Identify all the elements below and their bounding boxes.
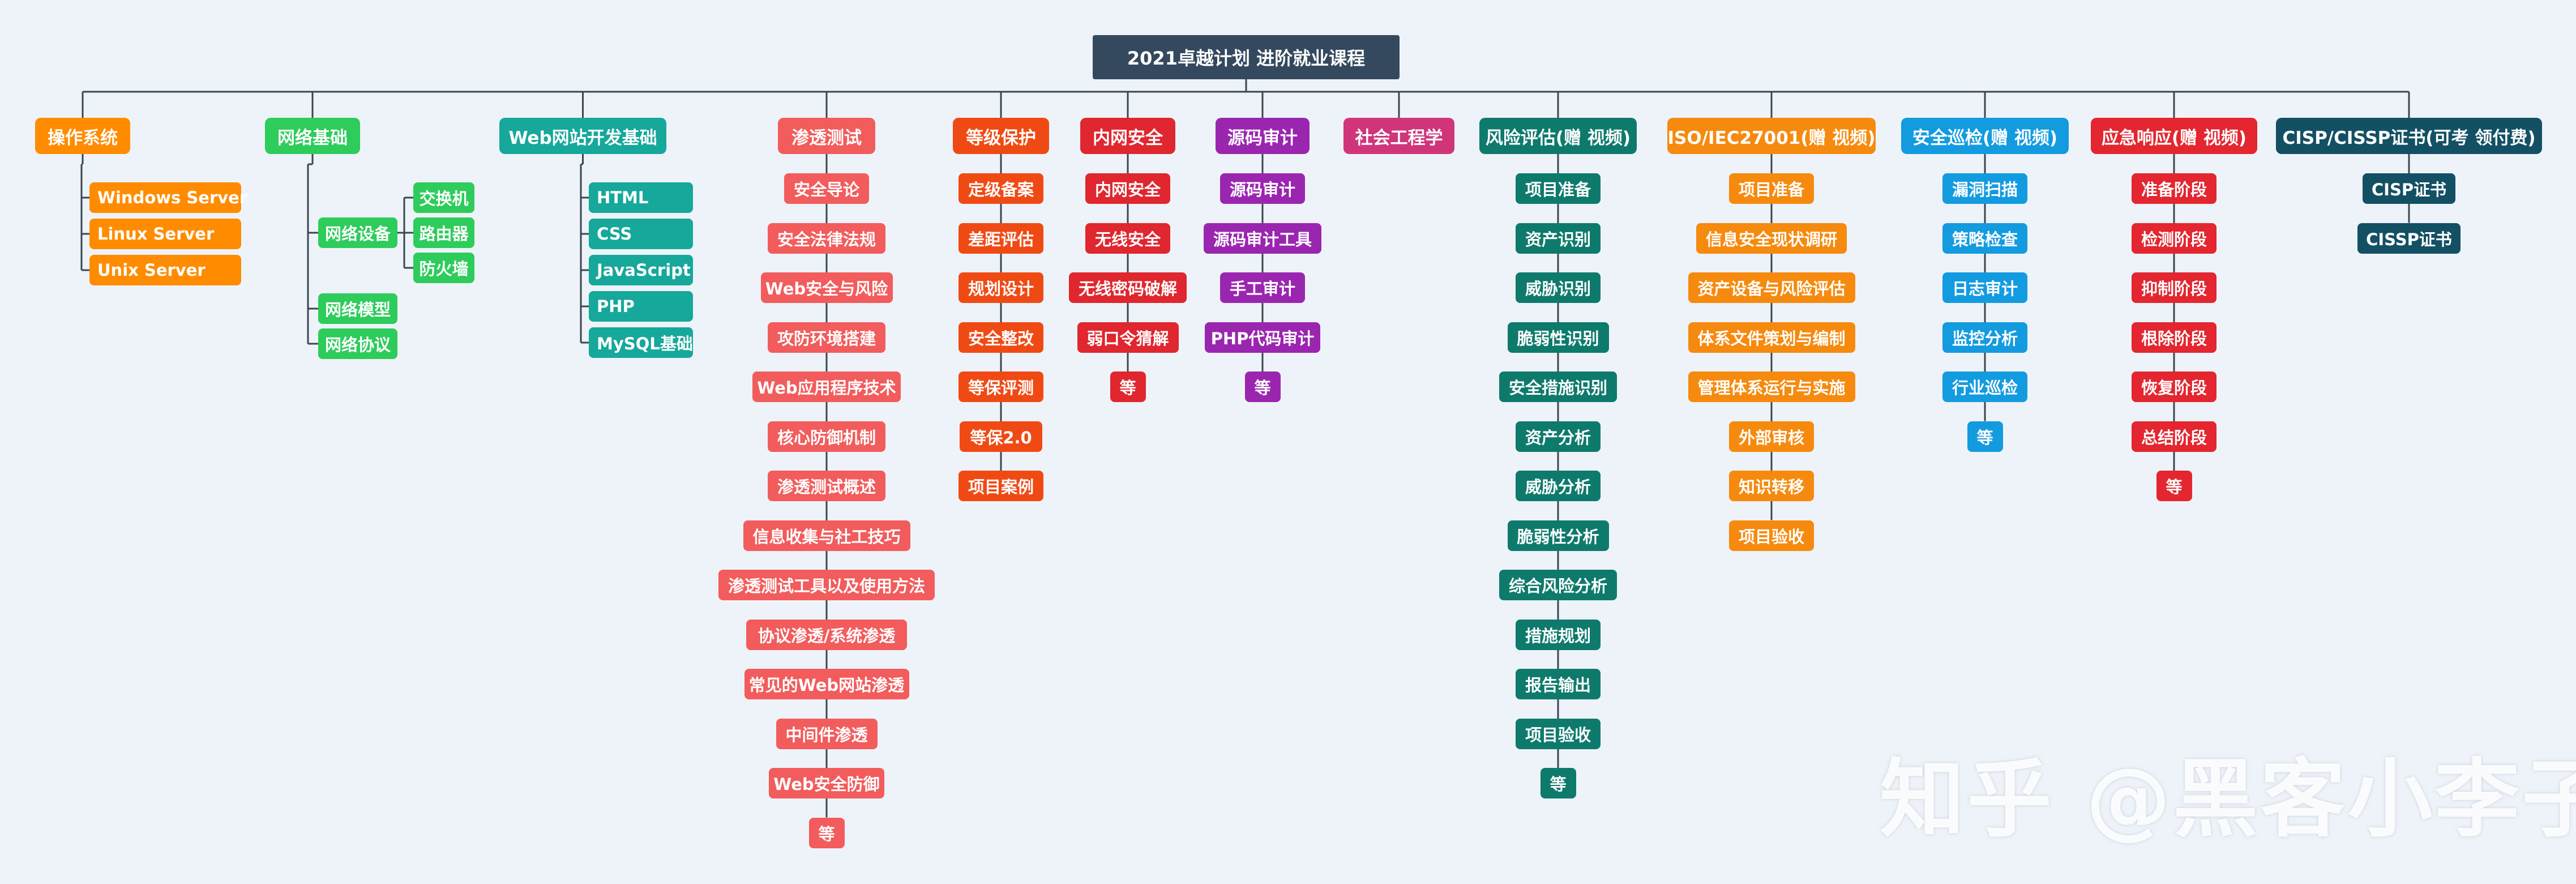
risk-item[interactable]: 脆弱性分析 bbox=[1507, 520, 1609, 551]
emergency-item[interactable]: 恢复阶段 bbox=[2132, 371, 2216, 402]
intranet-item[interactable]: 等 bbox=[1110, 371, 1146, 402]
emergency-item[interactable]: 根除阶段 bbox=[2132, 322, 2216, 353]
category-pentest[interactable]: 渗透测试 bbox=[778, 118, 875, 154]
dengbao-item[interactable]: 项目案例 bbox=[958, 471, 1043, 501]
web-item[interactable]: CSS bbox=[589, 219, 693, 249]
audit-item[interactable]: PHP代码审计 bbox=[1205, 322, 1320, 353]
emergency-item[interactable]: 检测阶段 bbox=[2132, 223, 2216, 254]
risk-item[interactable]: 威胁分析 bbox=[1516, 471, 1601, 501]
category-patrol[interactable]: 安全巡检(赠 视频) bbox=[1901, 118, 2069, 154]
net-subitem[interactable]: 防火墙 bbox=[413, 253, 474, 283]
category-web[interactable]: Web网站开发基础 bbox=[499, 118, 666, 154]
iso-item[interactable]: 资产设备与风险评估 bbox=[1688, 272, 1855, 303]
risk-item[interactable]: 脆弱性识别 bbox=[1507, 322, 1609, 353]
iso-item[interactable]: 项目准备 bbox=[1729, 173, 1814, 204]
web-item[interactable]: JavaScript bbox=[589, 255, 693, 285]
pentest-item[interactable]: 渗透测试概述 bbox=[768, 471, 885, 501]
category-cisp[interactable]: CISP/CISSP证书(可考 领付费) bbox=[2276, 118, 2542, 154]
pentest-item[interactable]: Web安全防御 bbox=[769, 768, 884, 798]
dengbao-item[interactable]: 安全整改 bbox=[958, 322, 1043, 353]
pentest-item[interactable]: 信息收集与社工技巧 bbox=[743, 520, 910, 551]
audit-item[interactable]: 等 bbox=[1244, 371, 1281, 402]
patrol-item[interactable]: 策略检查 bbox=[1942, 223, 2027, 254]
dengbao-item[interactable]: 等保评测 bbox=[958, 371, 1043, 402]
emergency-item[interactable]: 总结阶段 bbox=[2132, 421, 2216, 452]
risk-item[interactable]: 威胁识别 bbox=[1516, 272, 1601, 303]
cisp-item[interactable]: CISP证书 bbox=[2363, 173, 2455, 204]
pentest-item[interactable]: 协议渗透/系统渗透 bbox=[746, 619, 907, 650]
iso-item[interactable]: 管理体系运行与实施 bbox=[1688, 371, 1855, 402]
dengbao-item[interactable]: 差距评估 bbox=[958, 223, 1043, 254]
pentest-item[interactable]: 常见的Web网站渗透 bbox=[744, 669, 909, 699]
web-item[interactable]: PHP bbox=[589, 291, 693, 322]
web-item[interactable]: MySQL基础 bbox=[589, 327, 693, 358]
cisp-item[interactable]: CISSP证书 bbox=[2357, 223, 2461, 254]
audit-item[interactable]: 源码审计工具 bbox=[1204, 223, 1321, 254]
iso-item[interactable]: 信息安全现状调研 bbox=[1696, 223, 1847, 254]
iso-item[interactable]: 体系文件策划与编制 bbox=[1688, 322, 1855, 353]
risk-item[interactable]: 资产分析 bbox=[1516, 421, 1601, 452]
dengbao-item[interactable]: 等保2.0 bbox=[960, 421, 1042, 452]
patrol-item[interactable]: 日志审计 bbox=[1942, 272, 2027, 303]
pentest-item[interactable]: 安全导论 bbox=[784, 173, 869, 204]
category-iso[interactable]: ISO/IEC27001(赠 视频) bbox=[1667, 118, 1876, 154]
patrol-item[interactable]: 等 bbox=[1967, 421, 2003, 452]
category-intranet[interactable]: 内网安全 bbox=[1080, 118, 1175, 154]
pentest-item[interactable]: 中间件渗透 bbox=[776, 718, 878, 749]
pentest-item[interactable]: 等 bbox=[808, 817, 845, 848]
emergency-item[interactable]: 等 bbox=[2156, 471, 2192, 501]
category-emergency[interactable]: 应急响应(赠 视频) bbox=[2091, 118, 2257, 154]
iso-item[interactable]: 项目验收 bbox=[1729, 520, 1814, 551]
pentest-item[interactable]: 安全法律法规 bbox=[768, 223, 885, 254]
patrol-item[interactable]: 行业巡检 bbox=[1942, 371, 2027, 402]
risk-item[interactable]: 项目验收 bbox=[1516, 718, 1601, 749]
category-dengbao[interactable]: 等级保护 bbox=[953, 118, 1049, 154]
category-social[interactable]: 社会工程学 bbox=[1343, 118, 1454, 154]
category-audit[interactable]: 源码审计 bbox=[1216, 118, 1310, 154]
iso-item[interactable]: 知识转移 bbox=[1729, 471, 1814, 501]
pentest-item[interactable]: 渗透测试工具以及使用方法 bbox=[718, 570, 935, 600]
os-item[interactable]: Linux Server bbox=[89, 219, 241, 249]
patrol-item[interactable]: 漏洞扫描 bbox=[1942, 173, 2027, 204]
os-item[interactable]: Unix Server bbox=[89, 255, 241, 285]
root-node-title[interactable]: 2021卓越计划 进阶就业课程 bbox=[1093, 35, 1400, 79]
audit-item[interactable]: 手工审计 bbox=[1220, 272, 1305, 303]
dengbao-item[interactable]: 规划设计 bbox=[958, 272, 1043, 303]
net-item[interactable]: 网络模型 bbox=[318, 293, 397, 324]
net-item[interactable]: 网络协议 bbox=[318, 328, 397, 359]
pentest-item[interactable]: Web安全与风险 bbox=[760, 272, 893, 303]
emergency-item[interactable]: 抑制阶段 bbox=[2132, 272, 2216, 303]
category-net[interactable]: 网络基础 bbox=[265, 118, 360, 154]
pentest-item[interactable]: Web应用程序技术 bbox=[752, 371, 901, 402]
risk-item[interactable]: 等 bbox=[1540, 768, 1576, 798]
category-os[interactable]: 操作系统 bbox=[35, 118, 130, 154]
audit-item[interactable]: 源码审计 bbox=[1220, 173, 1305, 204]
intranet-item[interactable]: 无线安全 bbox=[1085, 223, 1170, 254]
risk-item[interactable]: 安全措施识别 bbox=[1499, 371, 1617, 402]
emergency-item[interactable]: 准备阶段 bbox=[2132, 173, 2216, 204]
intranet-item[interactable]: 无线密码破解 bbox=[1069, 272, 1187, 303]
net-item[interactable]: 网络设备 bbox=[318, 217, 397, 248]
net-subitem[interactable]: 交换机 bbox=[413, 182, 474, 213]
dengbao-item[interactable]: 定级备案 bbox=[958, 173, 1043, 204]
pentest-item[interactable]: 核心防御机制 bbox=[768, 421, 885, 452]
os-item[interactable]: Windows Server bbox=[89, 182, 247, 213]
category-risk[interactable]: 风险评估(赠 视频) bbox=[1479, 118, 1637, 154]
intranet-item[interactable]: 内网安全 bbox=[1085, 173, 1170, 204]
patrol-item[interactable]: 监控分析 bbox=[1942, 322, 2027, 353]
risk-item[interactable]: 措施规划 bbox=[1516, 619, 1601, 650]
watermark-text: 知乎 @黑客小李子 bbox=[1880, 750, 2576, 849]
intranet-item[interactable]: 弱口令猜解 bbox=[1077, 322, 1179, 353]
risk-item[interactable]: 资产识别 bbox=[1516, 223, 1601, 254]
risk-item[interactable]: 项目准备 bbox=[1516, 173, 1601, 204]
risk-item[interactable]: 综合风险分析 bbox=[1499, 570, 1617, 600]
risk-item[interactable]: 报告输出 bbox=[1516, 669, 1601, 699]
web-item[interactable]: HTML bbox=[589, 182, 693, 213]
pentest-item[interactable]: 攻防环境搭建 bbox=[768, 322, 885, 353]
net-subitem[interactable]: 路由器 bbox=[413, 217, 474, 248]
iso-item[interactable]: 外部审核 bbox=[1729, 421, 1814, 452]
